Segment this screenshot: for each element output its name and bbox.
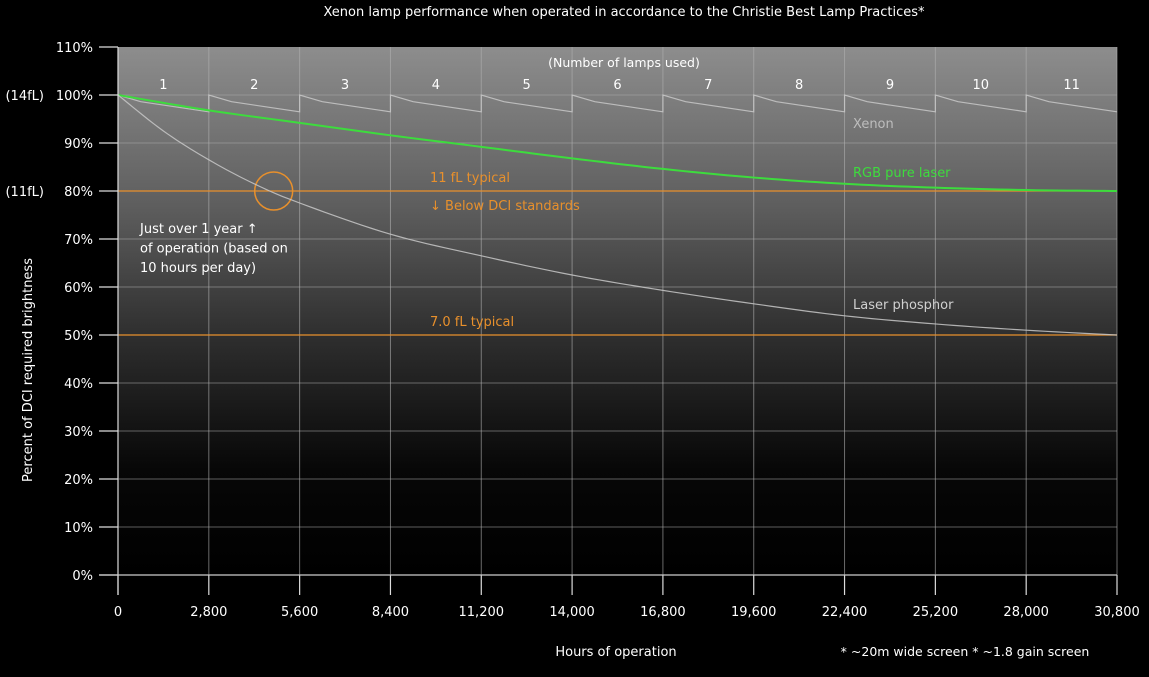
secondary-y-label: (14fL) (5, 89, 44, 104)
y-tick-label: 10% (64, 521, 93, 536)
series-line-xenon (117, 94, 1118, 113)
secondary-y-label: (11fL) (5, 185, 44, 200)
x-tick-label: 5,600 (281, 605, 318, 620)
x-tick-label: 8,400 (372, 605, 409, 620)
lamp-number: 1 (159, 78, 167, 93)
y-tick-label: 30% (64, 425, 93, 440)
lamp-number: 3 (341, 78, 349, 93)
annotation-text: of operation (based on (140, 242, 288, 257)
lamp-number: 4 (432, 78, 440, 93)
reference-label: 11 fL typical (430, 171, 510, 186)
reference-label: 7.0 fL typical (430, 315, 514, 330)
lamp-number: 8 (795, 78, 803, 93)
annotation-text: 10 hours per day) (140, 261, 256, 276)
y-tick-label: 50% (64, 329, 93, 344)
series-label: Laser phosphor (853, 298, 954, 313)
series-label: Xenon (853, 117, 894, 132)
lamp-number: 6 (613, 78, 621, 93)
x-tick-label: 25,200 (913, 605, 959, 620)
series-line-laser-phosphor (117, 94, 1118, 336)
lamp-number: 7 (704, 78, 712, 93)
y-tick-label: 60% (64, 281, 93, 296)
x-tick-label: 19,600 (731, 605, 777, 620)
chart-title: Xenon lamp performance when operated in … (323, 5, 925, 20)
x-tick-label: 22,400 (822, 605, 868, 620)
lamp-number: 11 (1063, 78, 1080, 93)
x-tick-label: 16,800 (640, 605, 686, 620)
y-tick-label: 90% (64, 137, 93, 152)
x-tick-label: 28,000 (1003, 605, 1049, 620)
reference-sublabel: ↓ Below DCI standards (430, 199, 580, 214)
x-tick-label: 30,800 (1094, 605, 1140, 620)
series-label: RGB pure laser (853, 166, 951, 181)
x-tick-label: 14,000 (549, 605, 595, 620)
lamp-number: 9 (886, 78, 894, 93)
plot-area (118, 47, 1117, 575)
lamp-header: (Number of lamps used) (548, 55, 700, 70)
y-tick-label: 80% (64, 185, 93, 200)
y-tick-label: 20% (64, 473, 93, 488)
y-tick-label: 40% (64, 377, 93, 392)
y-tick-label: 110% (56, 41, 93, 56)
annotation-circle (253, 171, 294, 211)
lamp-number: 5 (523, 78, 531, 93)
y-tick-label: 70% (64, 233, 93, 248)
x-tick-label: 0 (114, 605, 122, 620)
footnote: * ~20m wide screen * ~1.8 gain screen (841, 644, 1090, 659)
y-axis-label: Percent of DCI required brightness (21, 258, 36, 482)
y-tick-label: 0% (72, 569, 93, 584)
x-tick-label: 2,800 (190, 605, 227, 620)
x-axis-label: Hours of operation (555, 645, 676, 660)
annotation-text: Just over 1 year ↑ (139, 222, 258, 237)
y-tick-label: 100% (56, 89, 93, 104)
series-line-rgb-pure-laser (117, 94, 1118, 192)
lamp-number: 2 (250, 78, 258, 93)
x-tick-label: 11,200 (459, 605, 505, 620)
lamp-number: 10 (972, 78, 989, 93)
